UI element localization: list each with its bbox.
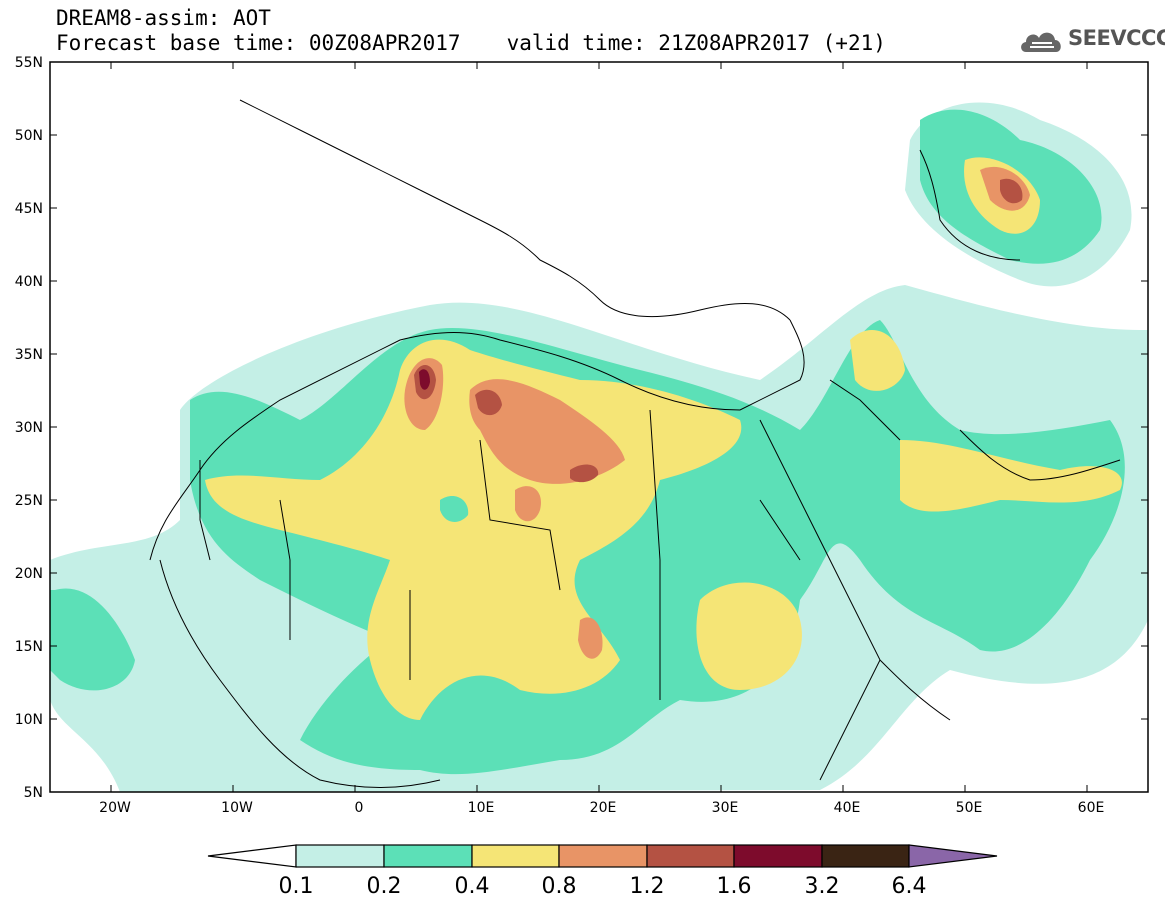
lat-label: 10N: [15, 712, 43, 728]
lat-label: 25N: [15, 493, 43, 509]
aot-1.2-region: [475, 389, 502, 416]
lon-labels: 20W 10W 0 10E 20E 30E 40E 50E 60E: [99, 800, 1104, 816]
base-time: Forecast base time: 00Z08APR2017: [56, 31, 461, 55]
aot-0.4-region: [205, 339, 742, 720]
lon-label: 10W: [221, 800, 253, 816]
lon-label: 40E: [834, 800, 861, 816]
valid-time: valid time: 21Z08APR2017 (+21): [506, 31, 886, 55]
lat-label: 50N: [15, 128, 43, 144]
lat-label: 35N: [15, 347, 43, 363]
lat-label: 30N: [15, 420, 43, 436]
aot-1.2-region: [570, 464, 599, 483]
lat-label: 15N: [15, 639, 43, 655]
aot-0.2-region: [50, 588, 135, 691]
aot-1.2-region: [1000, 178, 1023, 204]
lat-label: 20N: [15, 566, 43, 582]
aot-0.4-region: [900, 440, 1122, 512]
lat-label: 40N: [15, 274, 43, 290]
axis-ticks: [50, 61, 1148, 793]
aot-0.8-region: [515, 486, 541, 522]
lat-label: 5N: [24, 785, 43, 801]
lon-label: 20E: [590, 800, 617, 816]
lon-label: 50E: [956, 800, 983, 816]
aot-0.8-region: [469, 379, 625, 484]
model-title: DREAM8-assim: AOT: [56, 6, 271, 30]
time-line: Forecast base time: 00Z08APR2017 valid ti…: [56, 31, 886, 55]
aot-1.6-region: [419, 369, 430, 390]
lon-label: 0: [355, 800, 364, 816]
logo-text: SEEVCCC: [1068, 26, 1165, 50]
aot-0.4-region: [440, 495, 469, 522]
lat-labels: 55N 50N 45N 40N 35N 30N 25N 20N 15N 10N …: [15, 55, 43, 801]
lon-label: 60E: [1078, 800, 1105, 816]
lon-label: 20W: [99, 800, 131, 816]
lon-label: 10E: [468, 800, 495, 816]
aot-0.4-region: [696, 582, 802, 690]
cloud-icon: [1021, 32, 1061, 52]
aot-0.8-region: [578, 617, 603, 659]
aot-contours: [50, 102, 1148, 792]
lon-label: 30E: [712, 800, 739, 816]
coastlines: [149, 99, 1121, 788]
lat-label: 45N: [15, 201, 43, 217]
aot-0.4-region: [850, 330, 905, 391]
lat-label: 55N: [15, 55, 43, 71]
